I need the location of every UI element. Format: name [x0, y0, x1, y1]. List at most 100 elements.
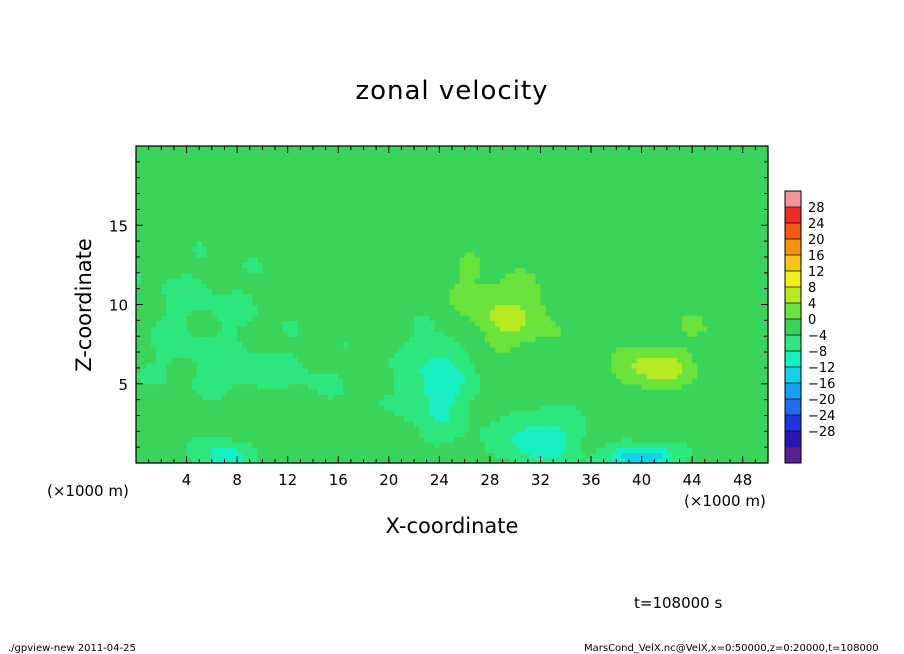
field-cell	[484, 457, 491, 464]
field-cell	[500, 251, 506, 258]
field-cell	[424, 399, 430, 406]
field-cell	[444, 426, 451, 432]
field-cell	[277, 352, 284, 358]
field-cell	[510, 256, 516, 263]
field-cell	[606, 320, 612, 327]
field-cell	[191, 452, 198, 459]
field-cell	[252, 278, 258, 284]
field-cell	[676, 315, 683, 321]
field-cell	[267, 389, 274, 395]
field-cell	[242, 283, 248, 290]
field-cell	[363, 299, 370, 306]
field-cell	[393, 283, 400, 290]
field-cell	[227, 251, 233, 258]
field-cell	[560, 378, 567, 385]
field-cell	[651, 389, 658, 395]
field-cell	[146, 346, 152, 353]
field-cell	[388, 383, 395, 390]
field-cell	[353, 404, 360, 411]
field-cell	[267, 330, 274, 337]
field-cell	[747, 431, 754, 438]
field-cell	[530, 293, 537, 300]
field-cell	[247, 256, 253, 263]
field-cell	[444, 288, 451, 295]
field-cell	[687, 426, 693, 432]
field-cell	[525, 341, 531, 348]
field-cell	[201, 378, 208, 385]
field-cell	[702, 251, 708, 258]
field-cell	[626, 336, 633, 343]
field-cell	[631, 431, 638, 438]
field-cell	[757, 288, 764, 295]
field-cell	[206, 410, 213, 417]
field-cell	[540, 278, 547, 284]
field-cell	[403, 373, 410, 380]
field-cell	[611, 262, 617, 269]
field-cell	[580, 315, 587, 321]
field-cell	[237, 394, 243, 401]
field-cell	[505, 341, 511, 348]
field-cell	[474, 378, 481, 385]
field-cell	[611, 267, 617, 274]
field-cell	[318, 256, 324, 263]
field-cell	[671, 283, 678, 290]
field-cell	[287, 357, 294, 364]
field-cell	[641, 299, 648, 306]
field-cell	[656, 341, 663, 348]
field-cell	[151, 431, 157, 438]
field-cell	[510, 352, 516, 358]
field-cell	[520, 336, 526, 343]
field-cell	[252, 272, 258, 279]
field-cell	[621, 299, 628, 306]
field-cell	[580, 352, 587, 358]
field-cell	[666, 373, 673, 380]
field-cell	[368, 410, 375, 417]
field-cell	[302, 272, 309, 279]
field-cell	[752, 352, 759, 358]
field-cell	[211, 410, 218, 417]
field-cell	[596, 367, 602, 374]
field-cell	[575, 410, 582, 417]
field-cell	[252, 394, 258, 401]
field-cell	[479, 394, 486, 401]
field-cell	[570, 320, 577, 327]
field-cell	[136, 346, 142, 353]
field-cell	[580, 426, 587, 432]
field-cell	[682, 431, 688, 438]
field-cell	[520, 431, 526, 438]
field-cell	[535, 410, 542, 417]
field-cell	[333, 357, 339, 364]
field-cell	[636, 320, 643, 327]
field-cell	[393, 330, 400, 337]
field-cell	[328, 373, 334, 380]
field-cell	[439, 362, 446, 369]
field-cell	[606, 357, 612, 364]
field-cell	[181, 293, 188, 300]
field-cell	[161, 346, 167, 353]
field-cell	[444, 373, 451, 380]
field-cell	[717, 357, 724, 364]
field-cell	[555, 325, 562, 332]
field-cell	[221, 272, 228, 279]
field-cell	[221, 262, 228, 269]
field-cell	[206, 389, 213, 395]
field-cell	[489, 278, 496, 284]
field-cell	[697, 352, 703, 358]
field-cell	[373, 283, 380, 290]
field-cell	[216, 309, 223, 316]
field-cell	[307, 309, 314, 316]
field-cell	[166, 288, 172, 295]
field-cell	[626, 383, 633, 390]
field-cell	[545, 267, 552, 274]
field-cell	[201, 357, 208, 364]
field-cell	[474, 415, 481, 422]
field-cell	[262, 452, 269, 459]
field-cell	[388, 293, 395, 300]
field-cell	[363, 293, 370, 300]
field-cell	[515, 378, 521, 385]
field-cell	[323, 325, 329, 332]
field-cell	[575, 293, 582, 300]
field-cell	[409, 309, 415, 316]
field-cell	[378, 389, 385, 395]
field-cell	[621, 357, 628, 364]
